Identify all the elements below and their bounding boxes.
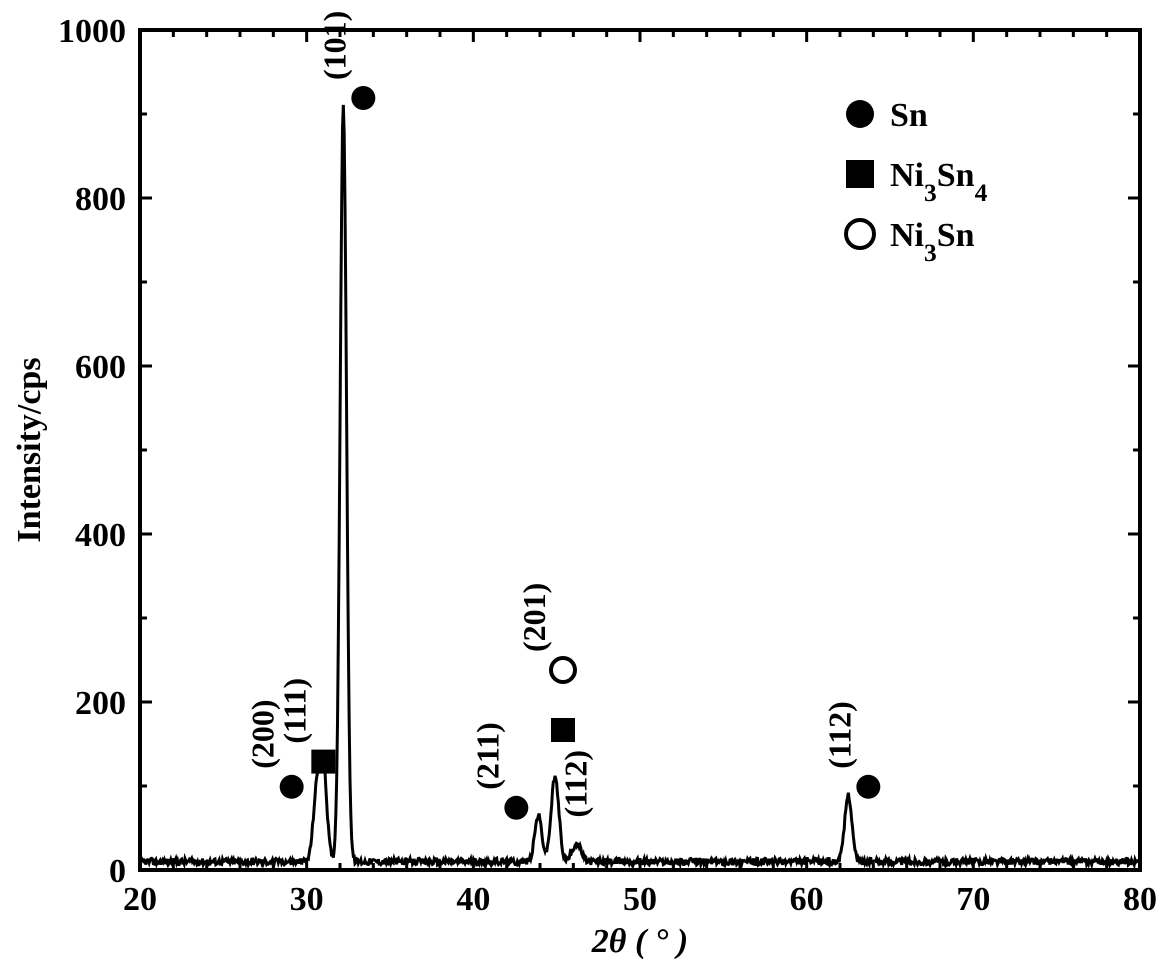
x-tick-label: 20 [123, 881, 157, 918]
peak-label: (200) [245, 699, 281, 768]
xrd-chart: 20304050607080 02004006008001000 (200)(1… [0, 0, 1174, 967]
marker-filled-square [551, 718, 575, 742]
x-tick-label: 70 [956, 881, 990, 918]
y-tick-label: 400 [75, 517, 126, 554]
y-tick-label: 0 [109, 853, 126, 890]
x-tick-label: 60 [790, 881, 824, 918]
peak-label: (111) [276, 678, 312, 744]
y-tick-label: 800 [75, 181, 126, 218]
chart-svg: 20304050607080 02004006008001000 (200)(1… [0, 0, 1174, 967]
legend-label: Sn [890, 97, 928, 134]
x-axis-label: 2θ ( ° ) [591, 923, 688, 960]
marker-open-circle [846, 220, 874, 248]
marker-filled-square [311, 750, 335, 774]
peak-label: (112) [558, 750, 594, 818]
peak-label: (211) [469, 722, 505, 790]
y-axis-label: Intensity/cps [11, 357, 48, 542]
x-tick-label: 40 [456, 881, 490, 918]
x-tick-label: 50 [623, 881, 657, 918]
marker-filled-circle [280, 775, 304, 799]
y-tick-label: 600 [75, 349, 126, 386]
marker-filled-circle [504, 796, 528, 820]
marker-open-circle [551, 658, 575, 682]
x-tick-label: 80 [1123, 881, 1157, 918]
marker-filled-circle [846, 100, 874, 128]
marker-filled-square [846, 160, 874, 188]
y-tick-label: 200 [75, 685, 126, 722]
x-tick-label: 30 [290, 881, 324, 918]
peak-label: (112) [821, 701, 857, 769]
peak-label: (101) [316, 11, 352, 80]
marker-filled-circle [351, 86, 375, 110]
y-tick-label: 1000 [58, 13, 126, 50]
marker-filled-circle [856, 775, 880, 799]
peak-label: (201) [516, 583, 552, 652]
